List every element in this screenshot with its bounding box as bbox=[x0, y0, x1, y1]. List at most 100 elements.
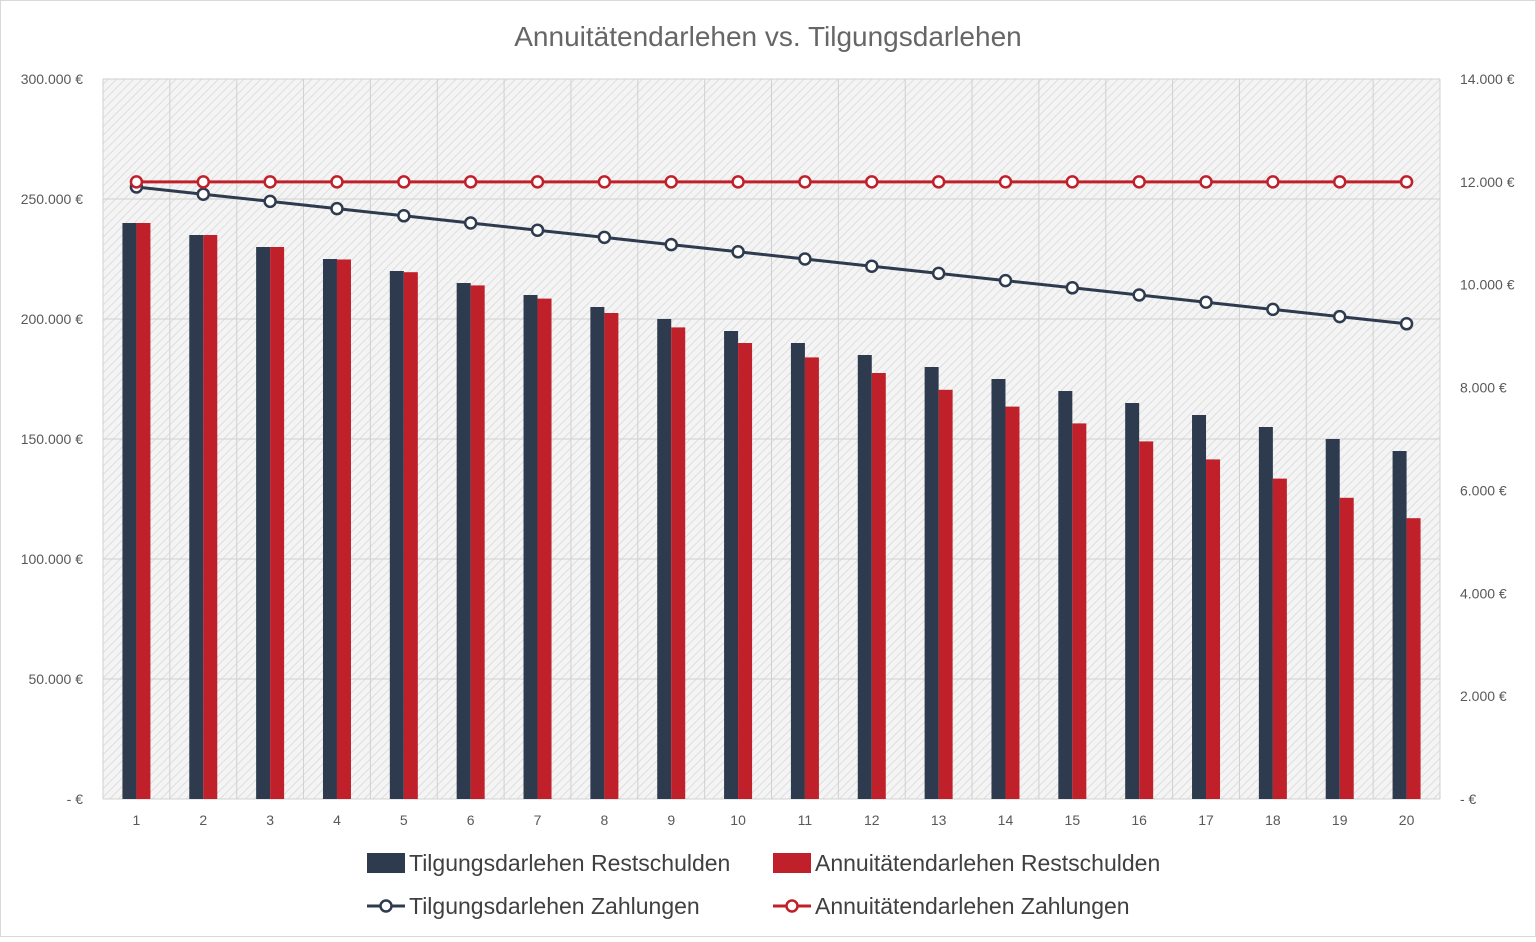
y-axis-right: - € 2.000 € 4.000 € 6.000 € 8.000 € 10.000 € 1… bbox=[1460, 71, 1515, 807]
bar-annuitaet-7 bbox=[537, 298, 552, 799]
point-tilgung-13 bbox=[931, 266, 946, 281]
x-tick-label: 9 bbox=[667, 812, 675, 828]
point-tilgung-12 bbox=[865, 259, 879, 273]
bar-annuitaet-8 bbox=[604, 313, 619, 799]
bar-tilgung-6 bbox=[456, 283, 471, 799]
y-right-tick-label: 12.000 € bbox=[1460, 174, 1515, 190]
bar-tilgung-3 bbox=[256, 247, 271, 799]
y-left-tick-label: 200.000 € bbox=[21, 311, 83, 327]
bar-tilgung-15 bbox=[1058, 391, 1073, 799]
bar-annuitaet-1 bbox=[136, 223, 151, 799]
point-tilgung-2 bbox=[196, 187, 211, 201]
legend-label-annuitaet-zahlung: Annuitätendarlehen Zahlungen bbox=[815, 893, 1130, 919]
lines-group bbox=[129, 175, 1414, 331]
y-right-tick-label: 4.000 € bbox=[1460, 585, 1507, 601]
y-left-tick-label: 250.000 € bbox=[21, 191, 83, 207]
x-tick-label: 12 bbox=[864, 812, 880, 828]
bar-tilgung-11 bbox=[790, 343, 805, 799]
y-right-tick-label: 6.000 € bbox=[1460, 482, 1507, 498]
bar-annuitaet-10 bbox=[738, 343, 753, 799]
y-right-tick-label: 2.000 € bbox=[1460, 688, 1507, 704]
bar-tilgung-13 bbox=[924, 367, 939, 799]
bar-annuitaet-11 bbox=[804, 357, 819, 799]
chart-title: Annuitätendarlehen vs. Tilgungsdarlehen bbox=[514, 21, 1021, 52]
point-annuitaet-18 bbox=[1266, 175, 1280, 189]
x-tick-label: 18 bbox=[1265, 812, 1281, 828]
point-annuitaet-16 bbox=[1132, 175, 1146, 189]
x-tick-label: 17 bbox=[1198, 812, 1214, 828]
bar-annuitaet-6 bbox=[470, 285, 485, 799]
bar-tilgung-2 bbox=[189, 235, 204, 799]
bar-tilgung-16 bbox=[1125, 403, 1140, 799]
point-annuitaet-6 bbox=[463, 175, 478, 189]
bar-tilgung-9 bbox=[657, 319, 672, 799]
point-annuitaet-17 bbox=[1199, 175, 1213, 189]
bar-tilgung-20 bbox=[1392, 451, 1407, 799]
bar-tilgung-18 bbox=[1258, 427, 1273, 799]
bar-tilgung-12 bbox=[857, 355, 872, 799]
x-tick-label: 15 bbox=[1065, 812, 1081, 828]
x-tick-label: 14 bbox=[998, 812, 1014, 828]
x-tick-label: 1 bbox=[133, 812, 141, 828]
bar-tilgung-4 bbox=[322, 259, 337, 799]
point-tilgung-5 bbox=[397, 209, 411, 223]
point-tilgung-16 bbox=[1132, 288, 1146, 302]
bar-annuitaet-17 bbox=[1206, 459, 1221, 799]
x-tick-label: 4 bbox=[333, 812, 341, 828]
legend-item-annuitaet-zahlung: Annuitätendarlehen Zahlungen bbox=[773, 893, 1130, 919]
x-tick-label: 6 bbox=[467, 812, 475, 828]
point-tilgung-10 bbox=[731, 245, 745, 259]
point-tilgung-3 bbox=[263, 194, 277, 209]
bar-annuitaet-3 bbox=[270, 247, 285, 799]
y-left-tick-label: - € bbox=[67, 791, 84, 807]
y-right-tick-label: 14.000 € bbox=[1460, 71, 1515, 87]
bar-annuitaet-2 bbox=[203, 235, 218, 799]
x-tick-label: 3 bbox=[266, 812, 274, 828]
y-right-tick-label: 10.000 € bbox=[1460, 277, 1515, 293]
point-annuitaet-12 bbox=[865, 175, 879, 189]
x-tick-label: 2 bbox=[199, 812, 207, 828]
y-left-tick-label: 50.000 € bbox=[29, 671, 84, 687]
point-annuitaet-19 bbox=[1332, 175, 1347, 189]
point-tilgung-15 bbox=[1065, 281, 1080, 295]
point-tilgung-8 bbox=[597, 230, 612, 245]
bar-tilgung-17 bbox=[1192, 415, 1207, 799]
point-annuitaet-3 bbox=[263, 175, 277, 189]
point-tilgung-7 bbox=[530, 223, 545, 237]
point-annuitaet-7 bbox=[530, 175, 545, 189]
y-right-tick-label: 8.000 € bbox=[1460, 380, 1507, 396]
point-tilgung-9 bbox=[664, 237, 678, 252]
legend-label-annuitaet-rest: Annuitätendarlehen Restschulden bbox=[815, 850, 1160, 876]
bar-tilgung-10 bbox=[724, 331, 739, 799]
bar-annuitaet-14 bbox=[1005, 406, 1020, 799]
y-left-tick-label: 100.000 € bbox=[21, 551, 83, 567]
legend: Tilgungsdarlehen Restschulden Annuitäten… bbox=[367, 850, 1160, 919]
bar-annuitaet-19 bbox=[1339, 497, 1354, 799]
point-annuitaet-13 bbox=[931, 175, 946, 189]
point-annuitaet-15 bbox=[1065, 175, 1080, 189]
y-left-tick-label: 300.000 € bbox=[21, 71, 83, 87]
legend-item-annuitaet-rest: Annuitätendarlehen Restschulden bbox=[773, 850, 1160, 876]
point-annuitaet-14 bbox=[998, 175, 1013, 189]
bar-annuitaet-5 bbox=[403, 272, 418, 799]
bars-group bbox=[122, 223, 1421, 800]
bar-annuitaet-15 bbox=[1072, 423, 1087, 799]
legend-item-tilgung-zahlung: Tilgungsdarlehen Zahlungen bbox=[367, 893, 700, 919]
point-annuitaet-1 bbox=[129, 175, 144, 189]
x-tick-label: 10 bbox=[730, 812, 746, 828]
x-tick-label: 19 bbox=[1332, 812, 1348, 828]
bar-annuitaet-12 bbox=[871, 373, 886, 799]
point-tilgung-6 bbox=[463, 216, 478, 230]
bar-annuitaet-18 bbox=[1272, 478, 1287, 799]
point-annuitaet-5 bbox=[397, 175, 411, 189]
legend-label-tilgung-zahlung: Tilgungsdarlehen Zahlungen bbox=[409, 893, 700, 919]
bar-tilgung-7 bbox=[523, 295, 538, 799]
bar-annuitaet-9 bbox=[671, 327, 686, 799]
legend-marker-annuitaet-zahlung bbox=[785, 899, 799, 913]
y-right-tick-label: - € bbox=[1460, 791, 1477, 807]
legend-marker-tilgung-zahlung bbox=[379, 899, 393, 913]
bar-annuitaet-20 bbox=[1406, 518, 1421, 799]
point-tilgung-18 bbox=[1266, 302, 1280, 317]
point-annuitaet-2 bbox=[196, 175, 211, 189]
grid-lines bbox=[102, 78, 1441, 800]
